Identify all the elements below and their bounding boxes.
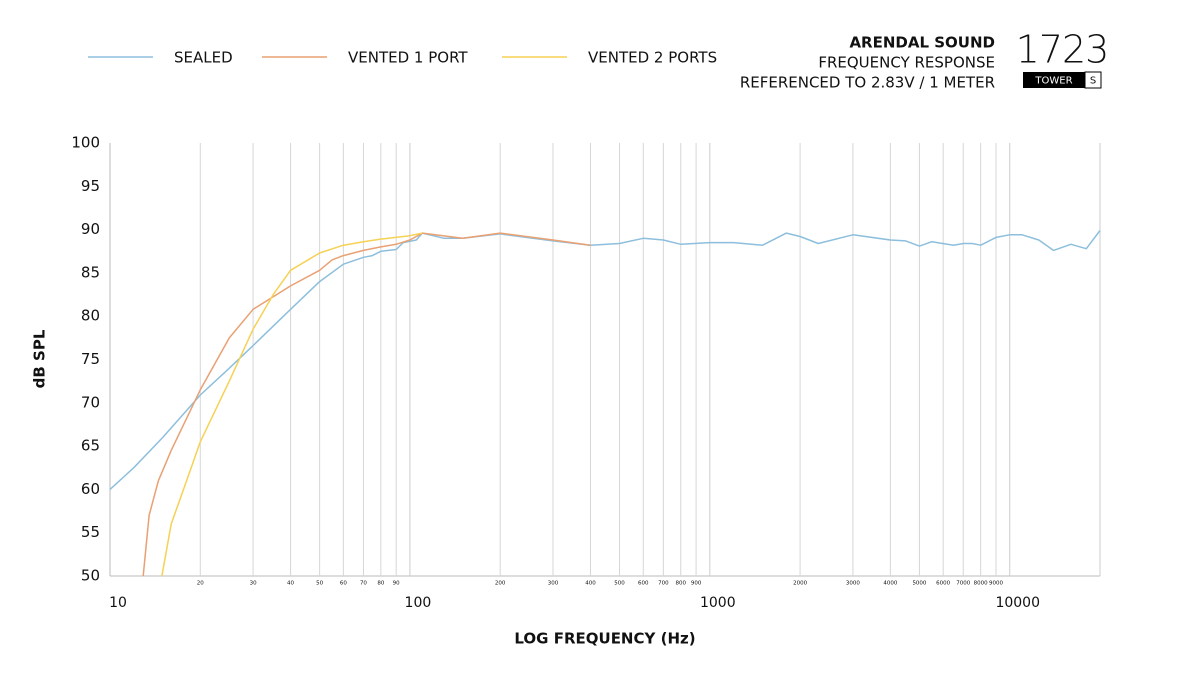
x-axis-label: LOG FREQUENCY (Hz) <box>514 630 695 648</box>
model-line-box <box>1023 72 1085 88</box>
x-minor-tick-label: 90 <box>393 581 400 587</box>
legend-label: VENTED 1 PORT <box>348 49 468 67</box>
x-minor-tick-label: 4000 <box>883 581 897 587</box>
model-variant: S <box>1090 76 1096 87</box>
x-minor-tick-label: 50 <box>316 581 323 587</box>
y-tick-label: 65 <box>81 437 100 455</box>
legend-label: VENTED 2 PORTS <box>588 49 717 67</box>
series-line <box>109 230 1101 490</box>
model-line: TOWER <box>1034 76 1072 87</box>
x-minor-tick-label: 20 <box>197 581 204 587</box>
x-tick-label: 10 <box>109 595 127 611</box>
x-tick-label: 1000 <box>700 595 736 611</box>
y-tick-label: 100 <box>71 134 100 152</box>
y-tick-label: 75 <box>81 350 100 368</box>
y-tick-label: 55 <box>81 523 100 541</box>
x-minor-tick-label: 3000 <box>846 581 860 587</box>
x-minor-tick-label: 2000 <box>793 581 807 587</box>
x-minor-tick-label: 900 <box>691 581 702 587</box>
x-minor-tick-label: 200 <box>495 581 506 587</box>
chart-subtitle: REFERENCED TO 2.83V / 1 METER <box>740 74 995 92</box>
x-minor-tick-label: 600 <box>638 581 649 587</box>
legend-label: SEALED <box>174 49 233 67</box>
x-minor-tick-label: 7000 <box>956 581 970 587</box>
x-minor-tick-label: 80 <box>377 581 384 587</box>
x-minor-tick-label: 9000 <box>989 581 1003 587</box>
x-minor-tick-label: 30 <box>250 581 257 587</box>
x-minor-tick-label: 8000 <box>974 581 988 587</box>
x-minor-tick-label: 70 <box>360 581 367 587</box>
x-tick-label: 100 <box>405 595 432 611</box>
y-tick-label: 60 <box>81 480 100 498</box>
y-tick-label: 50 <box>81 567 100 585</box>
x-minor-tick-label: 500 <box>614 581 625 587</box>
x-minor-tick-label: 60 <box>340 581 347 587</box>
model-variant-box <box>1084 71 1102 89</box>
x-minor-tick-label: 40 <box>287 581 294 587</box>
series-line <box>161 232 423 577</box>
y-tick-label: 95 <box>81 177 100 195</box>
y-axis-label: dB SPL <box>31 329 49 388</box>
x-minor-tick-label: 400 <box>585 581 596 587</box>
chart-title: FREQUENCY RESPONSE <box>818 54 995 72</box>
x-tick-label: 10000 <box>995 595 1040 611</box>
brand: ARENDAL SOUND <box>849 34 995 52</box>
x-minor-tick-label: 800 <box>675 581 686 587</box>
y-tick-label: 90 <box>81 220 100 238</box>
y-tick-label: 85 <box>81 263 100 281</box>
y-tick-label: 70 <box>81 393 100 411</box>
x-minor-tick-label: 300 <box>548 581 559 587</box>
x-minor-tick-label: 5000 <box>912 581 926 587</box>
y-tick-label: 80 <box>81 307 100 325</box>
x-minor-tick-label: 700 <box>658 581 669 587</box>
model: 1723 <box>1016 28 1109 72</box>
series-line <box>142 232 591 577</box>
x-minor-tick-label: 6000 <box>936 581 950 587</box>
